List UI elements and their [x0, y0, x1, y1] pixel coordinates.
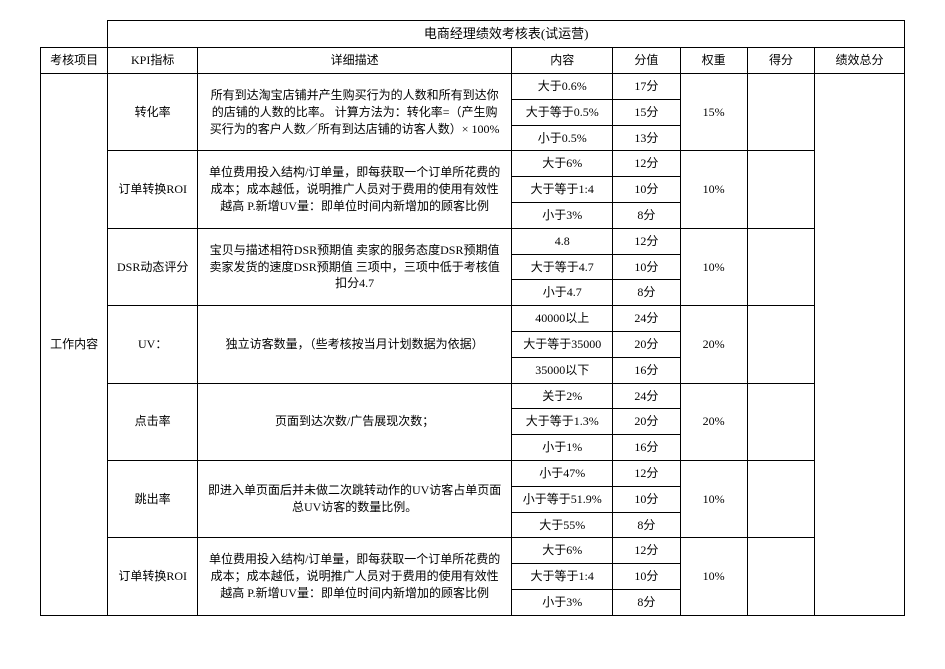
- weight-cell: 10%: [680, 538, 747, 615]
- content-cell: 小于3%: [512, 589, 613, 615]
- score-cell: 8分: [613, 589, 680, 615]
- weight-cell: 20%: [680, 306, 747, 383]
- desc-cell: 宝贝与描述相符DSR预期值 卖家的服务态度DSR预期值 卖家发货的速度DSR预期…: [198, 228, 512, 305]
- total-cell: [815, 73, 905, 615]
- table-row: 点击率 页面到达次数/广告展现次数； 关于2% 24分 20%: [41, 383, 905, 409]
- score-cell: 12分: [613, 460, 680, 486]
- content-cell: 4.8: [512, 228, 613, 254]
- content-cell: 大于等于0.5%: [512, 99, 613, 125]
- table-title: 电商经理绩效考核表(试运营): [108, 21, 905, 48]
- content-cell: 大于6%: [512, 538, 613, 564]
- table-row: UV： 独立访客数量，（些考核按当月计划数据为依据） 40000以上 24分 2…: [41, 306, 905, 332]
- score-cell: 12分: [613, 538, 680, 564]
- score-cell: 10分: [613, 177, 680, 203]
- content-cell: 大于等于1:4: [512, 177, 613, 203]
- defen-cell: [747, 383, 814, 460]
- weight-cell: 20%: [680, 383, 747, 460]
- score-cell: 8分: [613, 202, 680, 228]
- header-total: 绩效总分: [815, 48, 905, 74]
- content-cell: 大于6%: [512, 151, 613, 177]
- score-cell: 10分: [613, 254, 680, 280]
- defen-cell: [747, 151, 814, 228]
- kpi-cell: 转化率: [108, 73, 198, 150]
- header-weight: 权重: [680, 48, 747, 74]
- content-cell: 小于4.7: [512, 280, 613, 306]
- score-cell: 8分: [613, 512, 680, 538]
- content-cell: 大于等于1:4: [512, 564, 613, 590]
- kpi-cell: 点击率: [108, 383, 198, 460]
- score-cell: 24分: [613, 306, 680, 332]
- score-cell: 12分: [613, 228, 680, 254]
- desc-cell: 即进入单页面后并未做二次跳转动作的UV访客占单页面总UV访客的数量比例。: [198, 460, 512, 537]
- defen-cell: [747, 460, 814, 537]
- header-defen: 得分: [747, 48, 814, 74]
- kpi-cell: 订单转换ROI: [108, 151, 198, 228]
- score-cell: 20分: [613, 331, 680, 357]
- score-cell: 15分: [613, 99, 680, 125]
- header-content: 内容: [512, 48, 613, 74]
- kpi-cell: 跳出率: [108, 460, 198, 537]
- header-proj: 考核项目: [41, 48, 108, 74]
- defen-cell: [747, 228, 814, 305]
- score-cell: 13分: [613, 125, 680, 151]
- content-cell: 大于55%: [512, 512, 613, 538]
- defen-cell: [747, 306, 814, 383]
- defen-cell: [747, 73, 814, 150]
- content-cell: 大于等于4.7: [512, 254, 613, 280]
- kpi-cell: UV：: [108, 306, 198, 383]
- kpi-cell: 订单转换ROI: [108, 538, 198, 615]
- desc-cell: 独立访客数量，（些考核按当月计划数据为依据）: [198, 306, 512, 383]
- content-cell: 小于0.5%: [512, 125, 613, 151]
- kpi-cell: DSR动态评分: [108, 228, 198, 305]
- content-cell: 大于0.6%: [512, 73, 613, 99]
- content-cell: 40000以上: [512, 306, 613, 332]
- desc-cell: 页面到达次数/广告展现次数；: [198, 383, 512, 460]
- weight-cell: 10%: [680, 460, 747, 537]
- content-cell: 35000以下: [512, 357, 613, 383]
- desc-cell: 所有到达淘宝店铺并产生购买行为的人数和所有到达你的店铺的人数的比率。 计算方法为…: [198, 73, 512, 150]
- desc-cell: 单位费用投入结构/订单量，即每获取一个订单所花费的成本；成本越低，说明推广人员对…: [198, 151, 512, 228]
- score-cell: 8分: [613, 280, 680, 306]
- content-cell: 小于1%: [512, 435, 613, 461]
- category-cell: 工作内容: [41, 73, 108, 615]
- score-cell: 10分: [613, 564, 680, 590]
- score-cell: 12分: [613, 151, 680, 177]
- table-row: DSR动态评分 宝贝与描述相符DSR预期值 卖家的服务态度DSR预期值 卖家发货…: [41, 228, 905, 254]
- score-cell: 16分: [613, 435, 680, 461]
- content-cell: 关于2%: [512, 383, 613, 409]
- table-row: 工作内容 转化率 所有到达淘宝店铺并产生购买行为的人数和所有到达你的店铺的人数的…: [41, 73, 905, 99]
- table-row: 跳出率 即进入单页面后并未做二次跳转动作的UV访客占单页面总UV访客的数量比例。…: [41, 460, 905, 486]
- content-cell: 大于等于35000: [512, 331, 613, 357]
- content-cell: 大于等于1.3%: [512, 409, 613, 435]
- header-row: 考核项目 KPI指标 详细描述 内容 分值 权重 得分 绩效总分: [41, 48, 905, 74]
- title-row: 电商经理绩效考核表(试运营): [41, 21, 905, 48]
- score-cell: 17分: [613, 73, 680, 99]
- kpi-assessment-table: 电商经理绩效考核表(试运营) 考核项目 KPI指标 详细描述 内容 分值 权重 …: [40, 20, 905, 616]
- content-cell: 小于3%: [512, 202, 613, 228]
- table-row: 订单转换ROI 单位费用投入结构/订单量，即每获取一个订单所花费的成本；成本越低…: [41, 538, 905, 564]
- content-cell: 小于等于51.9%: [512, 486, 613, 512]
- defen-cell: [747, 538, 814, 615]
- header-desc: 详细描述: [198, 48, 512, 74]
- header-score: 分值: [613, 48, 680, 74]
- score-cell: 24分: [613, 383, 680, 409]
- weight-cell: 10%: [680, 151, 747, 228]
- desc-cell: 单位费用投入结构/订单量，即每获取一个订单所花费的成本；成本越低，说明推广人员对…: [198, 538, 512, 615]
- header-kpi: KPI指标: [108, 48, 198, 74]
- weight-cell: 15%: [680, 73, 747, 150]
- content-cell: 小于47%: [512, 460, 613, 486]
- score-cell: 16分: [613, 357, 680, 383]
- score-cell: 10分: [613, 486, 680, 512]
- score-cell: 20分: [613, 409, 680, 435]
- weight-cell: 10%: [680, 228, 747, 305]
- table-row: 订单转换ROI 单位费用投入结构/订单量，即每获取一个订单所花费的成本；成本越低…: [41, 151, 905, 177]
